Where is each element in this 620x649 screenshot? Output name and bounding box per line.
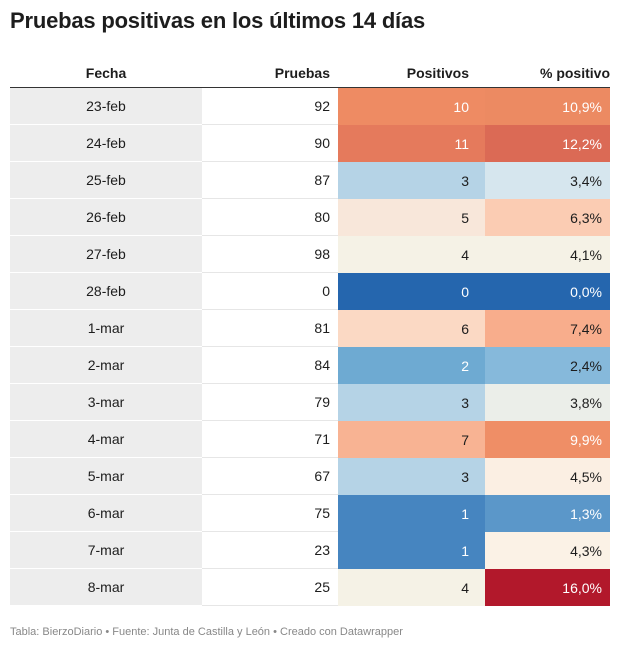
cell-positivos: 4 [338, 569, 485, 606]
cell-pruebas: 84 [202, 347, 338, 384]
cell-positivos: 7 [338, 421, 485, 458]
table-row: 6-mar 75 1 1,3% [10, 495, 610, 532]
cell-pct-positivo: 1,3% [485, 495, 610, 532]
cell-pruebas: 23 [202, 532, 338, 569]
cell-pct-positivo: 3,4% [485, 162, 610, 199]
cell-pruebas: 71 [202, 421, 338, 458]
cell-pct-positivo: 16,0% [485, 569, 610, 606]
chart-title: Pruebas positivas en los últimos 14 días [10, 8, 426, 33]
cell-positivos: 2 [338, 347, 485, 384]
cell-pruebas: 92 [202, 88, 338, 125]
cell-pruebas: 25 [202, 569, 338, 606]
cell-pct-positivo: 7,4% [485, 310, 610, 347]
cell-pct-positivo: 3,8% [485, 384, 610, 421]
header-fecha[interactable]: Fecha [85, 64, 127, 81]
table-row: 1-mar 81 6 7,4% [10, 310, 610, 347]
cell-pct-positivo: 12,2% [485, 125, 610, 162]
cell-fecha: 8-mar [10, 569, 202, 606]
cell-fecha: 5-mar [10, 458, 202, 495]
cell-pruebas: 98 [202, 236, 338, 273]
cell-positivos: 10 [338, 88, 485, 125]
table-body: 23-feb 92 10 10,9% 24-feb 90 11 12,2% 25-feb 87 3 3… [10, 88, 610, 606]
table-row: 7-mar 23 1 4,3% [10, 532, 610, 569]
cell-pct-positivo: 4,3% [485, 532, 610, 569]
table-row: 24-feb 90 11 12,2% [10, 125, 610, 162]
table-row: 2-mar 84 2 2,4% [10, 347, 610, 384]
cell-fecha: 27-feb [10, 236, 202, 273]
cell-pct-positivo: 2,4% [485, 347, 610, 384]
cell-pruebas: 0 [202, 273, 338, 310]
cell-pct-positivo: 4,5% [485, 458, 610, 495]
cell-pruebas: 79 [202, 384, 338, 421]
table-row: 27-feb 98 4 4,1% [10, 236, 610, 273]
cell-pct-positivo: 4,1% [485, 236, 610, 273]
header-pct-positivo[interactable]: % positivo [539, 64, 610, 81]
cell-positivos: 3 [338, 458, 485, 495]
cell-pruebas: 67 [202, 458, 338, 495]
data-table: Fecha Pruebas Positivos % positivo 23-fe… [10, 58, 610, 606]
table-row: 3-mar 79 3 3,8% [10, 384, 610, 421]
cell-fecha: 24-feb [10, 125, 202, 162]
cell-fecha: 26-feb [10, 199, 202, 236]
cell-pct-positivo: 9,9% [485, 421, 610, 458]
header-pruebas[interactable]: Pruebas [274, 64, 330, 81]
cell-pruebas: 75 [202, 495, 338, 532]
table-row: 25-feb 87 3 3,4% [10, 162, 610, 199]
cell-fecha: 23-feb [10, 88, 202, 125]
cell-positivos: 6 [338, 310, 485, 347]
table-row: 8-mar 25 4 16,0% [10, 569, 610, 606]
cell-positivos: 1 [338, 495, 485, 532]
table-row: 26-feb 80 5 6,3% [10, 199, 610, 236]
cell-pruebas: 81 [202, 310, 338, 347]
cell-fecha: 1-mar [10, 310, 202, 347]
cell-pruebas: 80 [202, 199, 338, 236]
cell-positivos: 3 [338, 384, 485, 421]
cell-pct-positivo: 10,9% [485, 88, 610, 125]
cell-pruebas: 87 [202, 162, 338, 199]
table-header: Fecha Pruebas Positivos % positivo [10, 58, 610, 88]
cell-fecha: 28-feb [10, 273, 202, 310]
table-row: 23-feb 92 10 10,9% [10, 88, 610, 125]
cell-positivos: 0 [338, 273, 485, 310]
cell-fecha: 7-mar [10, 532, 202, 569]
cell-fecha: 4-mar [10, 421, 202, 458]
footer-credits: Tabla: BierzoDiario • Fuente: Junta de C… [10, 626, 403, 638]
cell-positivos: 1 [338, 532, 485, 569]
cell-pct-positivo: 6,3% [485, 199, 610, 236]
cell-positivos: 11 [338, 125, 485, 162]
header-positivos[interactable]: Positivos [406, 64, 469, 81]
cell-positivos: 4 [338, 236, 485, 273]
cell-positivos: 3 [338, 162, 485, 199]
table-row: 5-mar 67 3 4,5% [10, 458, 610, 495]
cell-fecha: 3-mar [10, 384, 202, 421]
cell-pct-positivo: 0,0% [485, 273, 610, 310]
table-row: 4-mar 71 7 9,9% [10, 421, 610, 458]
table-row: 28-feb 0 0 0,0% [10, 273, 610, 310]
cell-positivos: 5 [338, 199, 485, 236]
cell-fecha: 6-mar [10, 495, 202, 532]
cell-pruebas: 90 [202, 125, 338, 162]
cell-fecha: 2-mar [10, 347, 202, 384]
cell-fecha: 25-feb [10, 162, 202, 199]
